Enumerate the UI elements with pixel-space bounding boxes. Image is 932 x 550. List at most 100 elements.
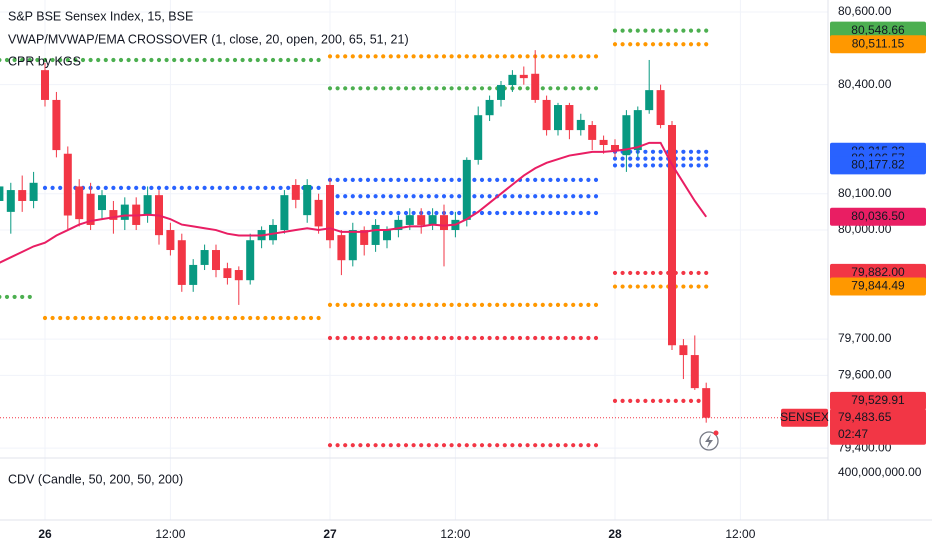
candle-body <box>371 224 380 245</box>
y-tick-label: 79,700.00 <box>838 331 892 345</box>
candle-body <box>223 268 232 279</box>
candle-body <box>394 219 403 231</box>
candle-body <box>440 215 448 231</box>
candle-body <box>462 159 471 220</box>
lower-pane-title: CDV (Candle, 50, 200, 50, 200) <box>8 472 183 486</box>
candle-body <box>588 125 597 140</box>
level-price-label: 80,177.82 <box>851 158 905 172</box>
candle-body <box>497 85 505 100</box>
candle-body <box>542 99 551 131</box>
candle-body <box>417 215 426 225</box>
candle-body <box>246 240 255 281</box>
candle-body <box>0 186 4 201</box>
candle-body <box>702 388 711 418</box>
indicator-title: CPR by KGS <box>8 54 81 68</box>
level-price-label: 79,844.49 <box>851 279 905 293</box>
overlay <box>0 141 828 419</box>
alert-icon[interactable] <box>699 430 719 451</box>
ema-line <box>0 141 708 264</box>
candle-body <box>383 230 391 241</box>
x-tick-label: 27 <box>323 527 337 541</box>
candle-body <box>75 186 84 220</box>
candle-body <box>428 215 437 225</box>
candle-body <box>269 224 277 241</box>
level-price-box <box>830 21 926 40</box>
candle-body <box>679 345 688 356</box>
symbol-label: SENSEX <box>780 410 829 424</box>
candles <box>0 50 711 423</box>
level-price-label: 79,529.91 <box>851 393 905 407</box>
level-price-label: 79,882.00 <box>851 265 905 279</box>
x-tick-label: 12:00 <box>725 527 755 541</box>
y-tick-label: 80,600.00 <box>838 4 892 18</box>
candle-body <box>668 125 676 346</box>
candle-body <box>303 184 312 216</box>
candle-body <box>6 190 15 212</box>
candle-body <box>565 105 574 131</box>
x-tick-label: 26 <box>38 527 52 541</box>
x-tick-label: 12:00 <box>155 527 185 541</box>
candle-body <box>645 90 654 111</box>
candle-body <box>485 99 494 116</box>
candle-body <box>18 190 27 201</box>
candle-body <box>280 195 289 231</box>
candle-body <box>166 230 175 251</box>
candle-body <box>360 230 369 245</box>
symbol-box <box>781 408 828 427</box>
cpr-levels <box>0 28 709 448</box>
candle-body <box>177 240 186 285</box>
candle-body <box>234 270 243 281</box>
ema-price-label: 80,036.50 <box>851 209 905 223</box>
lower-pane-axis-label: 400,000,000.00 <box>838 465 922 479</box>
level-price-box <box>830 156 926 175</box>
candle-body <box>611 145 619 151</box>
level-price-box <box>830 35 926 54</box>
candle-body <box>508 74 517 86</box>
level-price-box <box>830 391 926 410</box>
ema-price-box <box>830 207 926 226</box>
candle-body <box>86 193 95 225</box>
candle-body <box>554 105 562 131</box>
candle-body <box>120 204 129 220</box>
last-price-label: 79,483.65 <box>838 410 892 424</box>
candle-body <box>656 90 665 126</box>
candle-body <box>474 115 483 160</box>
candle-body <box>314 199 323 227</box>
candle-body <box>109 210 118 220</box>
candle-body <box>531 73 540 100</box>
countdown-label: 02:47 <box>838 427 868 441</box>
candle-body <box>348 230 357 261</box>
candle-body <box>189 264 198 285</box>
y-tick-label: 80,100.00 <box>838 186 892 200</box>
candle-body <box>633 110 642 151</box>
level-price-box <box>830 277 926 296</box>
level-price-label: 80,548.66 <box>851 23 905 37</box>
symbol-title: S&P BSE Sensex Index, 15, BSE <box>8 9 193 23</box>
x-tick-label: 12:00 <box>440 527 470 541</box>
candle-body <box>143 195 152 216</box>
candle-body <box>622 115 631 156</box>
candle-body <box>519 74 528 79</box>
indicator-title: VWAP/MVWAP/EMA CROSSOVER (1, close, 20, … <box>8 32 409 46</box>
y-tick-label: 79,600.00 <box>838 368 892 382</box>
level-price-label: 80,511.15 <box>852 36 905 50</box>
candle-body <box>405 215 414 225</box>
candle-body <box>690 355 699 389</box>
y-tick-label: 80,400.00 <box>838 77 892 91</box>
candle-body <box>337 235 346 261</box>
candle-body <box>98 195 106 211</box>
x-tick-label: 28 <box>608 527 622 541</box>
last-price-box <box>830 408 926 445</box>
candle-body <box>576 119 585 131</box>
candle-body <box>200 250 209 265</box>
level-price-box <box>830 263 926 282</box>
candle-body <box>63 153 72 216</box>
candle-body <box>599 139 608 146</box>
candle-body <box>52 99 61 151</box>
candle-body <box>326 184 334 241</box>
candle-body <box>291 184 300 200</box>
candle-body <box>212 250 220 271</box>
